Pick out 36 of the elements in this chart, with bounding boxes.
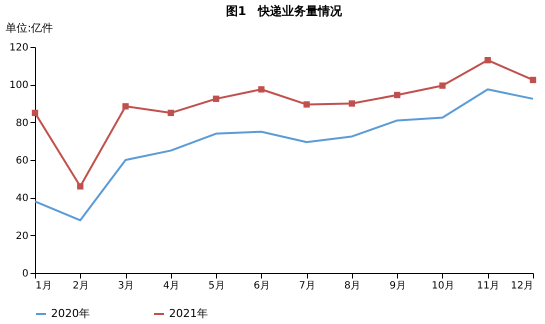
point [212, 96, 220, 102]
x-tick-label: 11月 [476, 280, 500, 292]
line-series [34, 88, 534, 222]
legend-label: 2021年 [169, 307, 208, 320]
x-tick-label: 6月 [254, 280, 270, 292]
point [32, 110, 38, 116]
x-tick-label: 9月 [389, 280, 406, 292]
y-tick-label: 120 [9, 42, 28, 54]
x-tick-label: 1月 [36, 280, 52, 292]
x-tick-label: 5月 [208, 280, 225, 292]
point [168, 110, 174, 116]
x-tick-label: 10月 [432, 280, 454, 292]
y-tick-label: 100 [9, 80, 28, 92]
y-tick-label: 40 [16, 193, 28, 204]
y-tick-label: 80 [16, 118, 28, 129]
y-tick-label: 20 [16, 230, 28, 242]
legend-label: 2020年 [51, 307, 90, 320]
point [530, 76, 536, 84]
x-tick-label: 3月 [118, 280, 134, 292]
point [348, 100, 356, 107]
point [77, 183, 84, 190]
point [258, 86, 265, 93]
x-tick-label: 8月 [344, 280, 361, 292]
point [439, 82, 446, 89]
point [122, 103, 129, 110]
x-tick-label: 12月 [510, 280, 534, 292]
y-tick-label: 0 [22, 268, 28, 280]
x-tick-label: 4月 [163, 280, 180, 292]
point [394, 92, 400, 98]
x-tick-label: 7月 [298, 280, 316, 292]
chart-title: 图1 快递业务量情况 [226, 4, 344, 18]
point [484, 57, 491, 64]
x-tick-label: 2月 [72, 280, 89, 292]
y-axis-title: 单位:亿件 [6, 22, 54, 34]
y-tick-label: 60 [16, 156, 28, 166]
point [303, 101, 310, 108]
